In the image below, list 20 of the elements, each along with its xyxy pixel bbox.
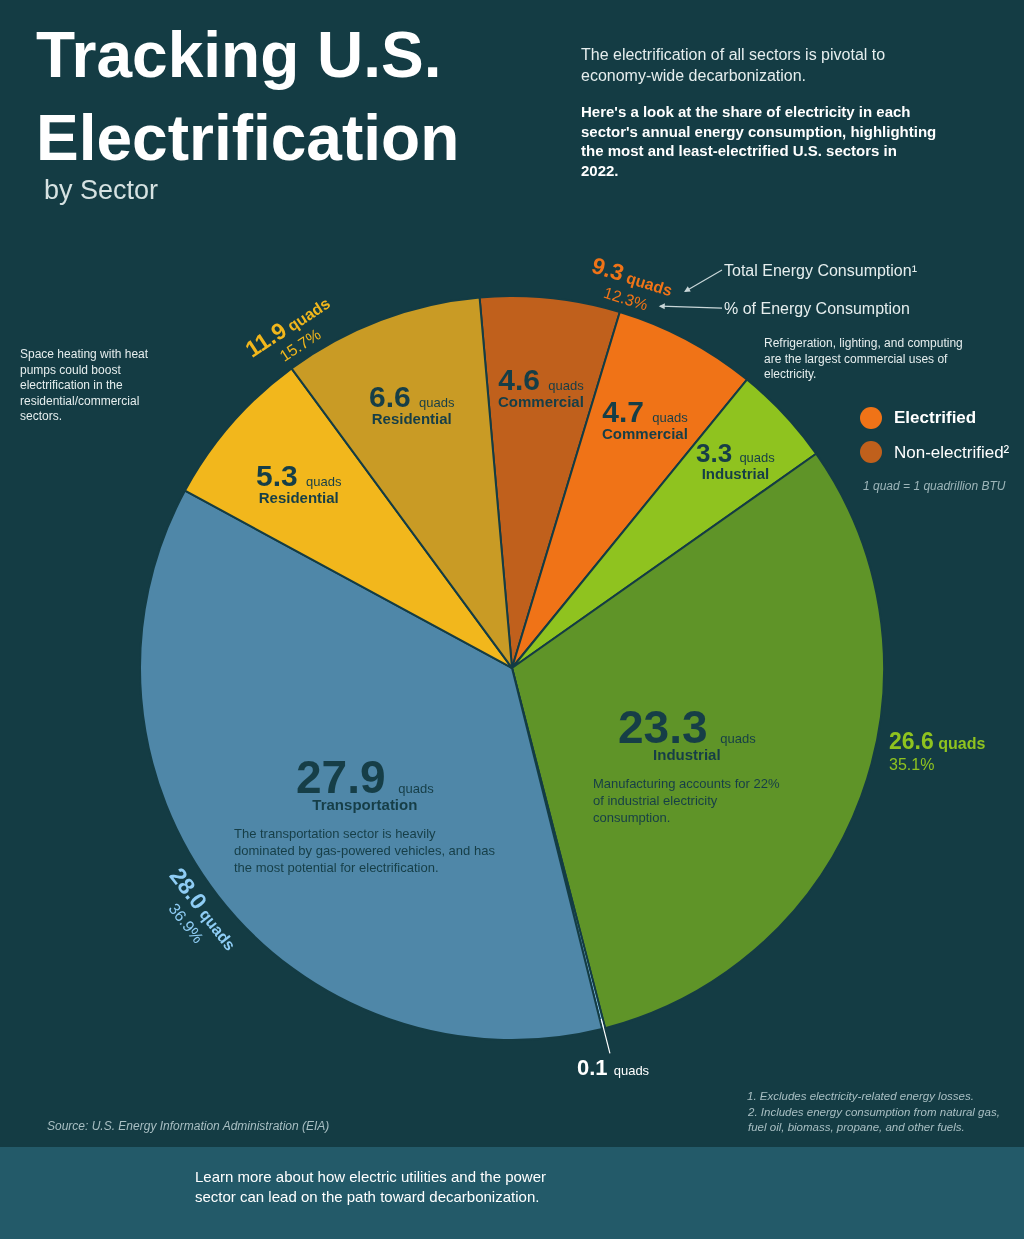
text: Electrified (894, 408, 977, 427)
text: 1. Excludes electricity-related energy losses. (747, 1090, 974, 1102)
text: 1 quad = 1 quadrillion BTU (863, 479, 1006, 493)
text: Total Energy Consumption¹ (724, 262, 917, 279)
text: 9.3 quads 12.3% (588, 251, 677, 314)
text: Refrigeration, lighting, and computing are the largest commercial uses of electricity. (764, 336, 963, 382)
text: The transportation sector is heavily dominated by gas-powered vehicles, and has the most potential for electrification. (234, 826, 496, 875)
text: Non-electrified² (894, 443, 1010, 462)
text: Learn more about how electric utilities and the power sector can lead on the path toward decarbonization. (195, 1168, 547, 1205)
text: Space heating with heat pumps could boost electrification in the residential/commercial sectors. (20, 347, 149, 424)
text: Manufacturing accounts for 22% of industrial electricity consumption. (593, 776, 780, 825)
text: The electrification of all sectors is pivotal to economy-wide decarbonization. (581, 46, 886, 84)
chart-subtitle: by Sector (44, 175, 159, 205)
data-label: 0.1 quads (577, 1055, 650, 1080)
chart-title: Tracking U.S. Electrification (36, 18, 460, 175)
text: Here's a look at the share of electricity in each sector's annual energy consumption, highlighting the most and least-electrified U.S. sectors in 2022. (581, 103, 937, 179)
text: 26.6 quads 35.1% (889, 728, 986, 773)
source-note: Source: U.S. Energy Information Administration (EIA) (47, 1119, 330, 1133)
text: % of Energy Consumption (724, 300, 910, 317)
text: 2. Includes energy consumption from natural gas, fuel oil, biomass, propane, and other fuels. (747, 1106, 1000, 1133)
